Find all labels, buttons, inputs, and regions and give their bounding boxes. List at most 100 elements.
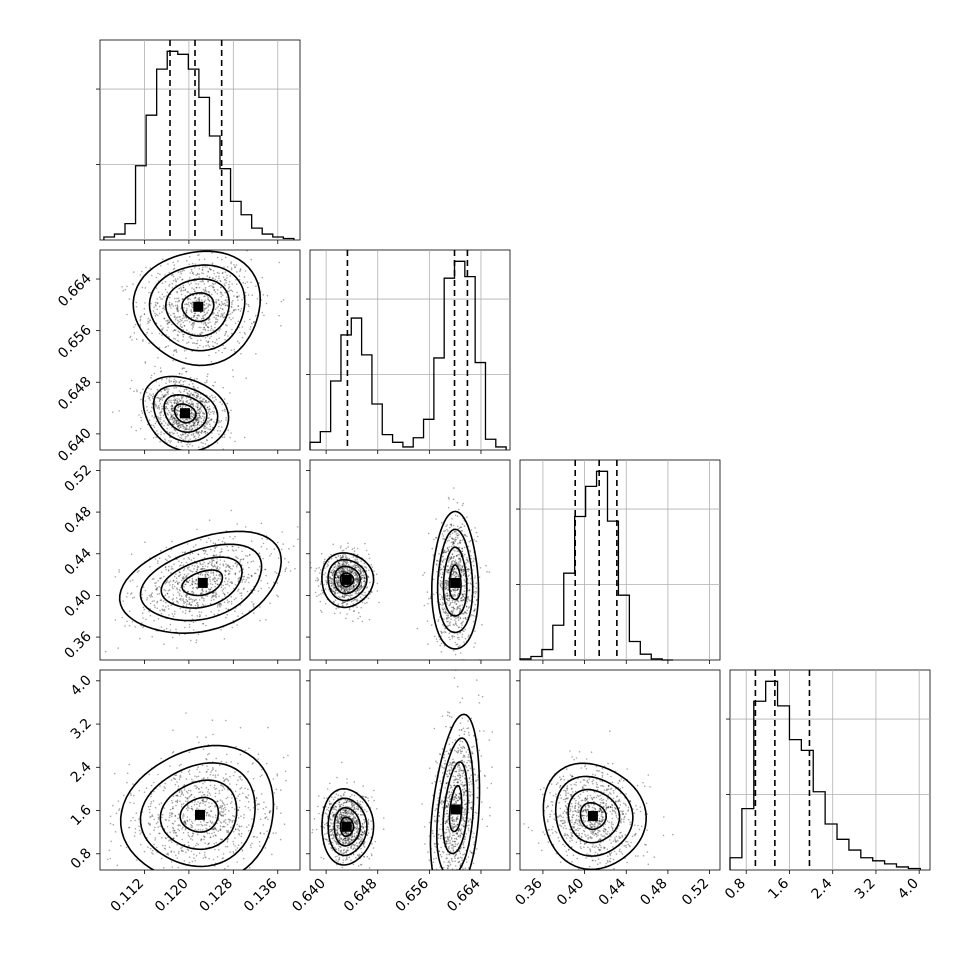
- sample-point: [192, 271, 194, 274]
- sample-point: [448, 604, 451, 607]
- sample-point: [459, 631, 462, 634]
- sample-point: [460, 568, 463, 570]
- sample-point: [451, 561, 453, 564]
- sample-point: [129, 801, 131, 804]
- sample-point: [171, 404, 173, 407]
- sample-point: [328, 579, 331, 582]
- sample-point: [255, 314, 257, 317]
- sample-point: [182, 383, 185, 386]
- sample-point: [158, 397, 160, 399]
- sample-point: [185, 424, 188, 427]
- sample-point: [359, 572, 362, 575]
- sample-point: [364, 602, 366, 605]
- sample-point: [146, 599, 148, 601]
- sample-point: [192, 405, 195, 408]
- sample-point: [186, 594, 189, 596]
- sample-point: [184, 426, 186, 429]
- sample-point: [216, 312, 219, 314]
- sample-point: [212, 594, 215, 597]
- sample-point: [171, 415, 173, 417]
- sample-point: [453, 624, 456, 626]
- sample-point: [158, 592, 161, 595]
- sample-point: [215, 595, 217, 598]
- sample-point: [194, 599, 196, 601]
- sample-point: [370, 563, 372, 566]
- sample-point: [187, 804, 189, 807]
- sample-point: [212, 384, 214, 387]
- sample-point: [201, 592, 203, 594]
- sample-point: [219, 829, 221, 831]
- sample-point: [204, 573, 206, 576]
- sample-point: [176, 291, 178, 294]
- sample-point: [231, 545, 233, 548]
- sample-point: [453, 574, 456, 577]
- sample-point: [212, 286, 215, 289]
- sample-point: [224, 577, 227, 580]
- sample-point: [352, 603, 355, 605]
- sample-point: [266, 830, 268, 833]
- sample-point: [202, 288, 205, 291]
- sample-point: [208, 300, 211, 302]
- sample-point: [206, 406, 209, 409]
- sample-point: [349, 588, 352, 590]
- sample-point: [186, 436, 188, 438]
- sample-point: [230, 596, 233, 598]
- sample-point: [205, 324, 207, 327]
- sample-point: [433, 538, 435, 541]
- sample-point: [156, 308, 158, 311]
- sample-point: [202, 314, 205, 317]
- sample-point: [334, 599, 337, 601]
- sample-point: [242, 558, 245, 560]
- sample-point: [341, 563, 344, 566]
- sample-point: [460, 609, 462, 611]
- sample-point: [454, 591, 456, 593]
- sample-point: [187, 581, 190, 583]
- sample-point: [197, 314, 200, 316]
- sample-point: [461, 530, 464, 532]
- sample-point: [161, 311, 163, 313]
- sample-point: [341, 587, 344, 590]
- sample-point: [253, 321, 255, 323]
- sample-point: [319, 572, 321, 574]
- sample-point: [190, 807, 193, 810]
- sample-point: [229, 802, 232, 805]
- sample-point: [162, 600, 165, 602]
- sample-point: [133, 596, 136, 599]
- sample-point: [219, 280, 222, 283]
- sample-point: [251, 842, 253, 845]
- sample-point: [190, 418, 193, 420]
- sample-point: [214, 326, 216, 329]
- sample-point: [454, 536, 457, 539]
- sample-point: [181, 551, 184, 554]
- sample-point: [456, 624, 458, 627]
- sample-point: [361, 576, 363, 579]
- sample-point: [346, 602, 349, 605]
- sample-point: [196, 568, 198, 571]
- sample-point: [203, 552, 206, 555]
- sample-point: [187, 445, 190, 448]
- sample-point: [358, 570, 361, 572]
- sample-point: [184, 583, 186, 586]
- sample-point: [162, 307, 165, 309]
- sample-point: [338, 570, 341, 573]
- sample-point: [340, 588, 343, 590]
- contour-level: [152, 384, 219, 443]
- sample-point: [172, 433, 174, 435]
- sample-point: [163, 389, 166, 391]
- sample-point: [171, 287, 174, 289]
- sample-point: [452, 609, 455, 611]
- sample-point: [467, 570, 470, 572]
- contour-level: [164, 278, 231, 337]
- sample-point: [224, 410, 226, 412]
- sample-point: [209, 580, 212, 583]
- sample-point: [185, 595, 187, 597]
- sample-point: [330, 577, 333, 580]
- sample-point: [247, 788, 249, 791]
- sample-point: [216, 241, 218, 243]
- sample-point: [342, 586, 345, 589]
- sample-point: [161, 399, 164, 401]
- sample-point: [342, 564, 344, 566]
- sample-point: [207, 571, 209, 573]
- sample-point: [193, 581, 195, 583]
- sample-point: [203, 413, 205, 415]
